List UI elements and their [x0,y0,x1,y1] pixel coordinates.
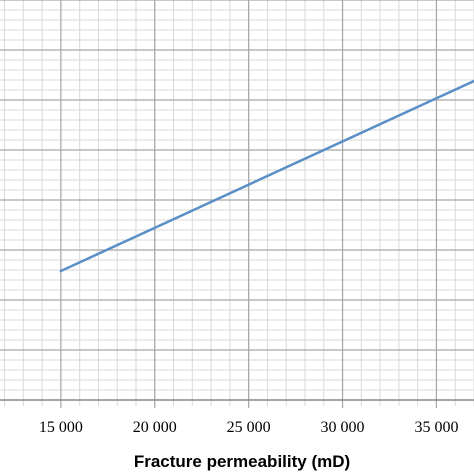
series-line [59,79,474,273]
x-tick-label: 20 000 [133,419,177,436]
x-tick-label: 35 000 [414,419,458,436]
major-gridlines [0,0,474,408]
x-tick-label: 15 000 [39,419,83,436]
series-layer [59,79,474,273]
x-tick-labels: 15 000 20 000 25 000 30 000 35 000 [39,419,459,436]
x-axis-title: Fracture permeability (mD) [134,452,350,471]
minor-gridlines [0,0,474,406]
x-tick-label: 30 000 [321,419,365,436]
x-tick-label: 25 000 [227,419,271,436]
